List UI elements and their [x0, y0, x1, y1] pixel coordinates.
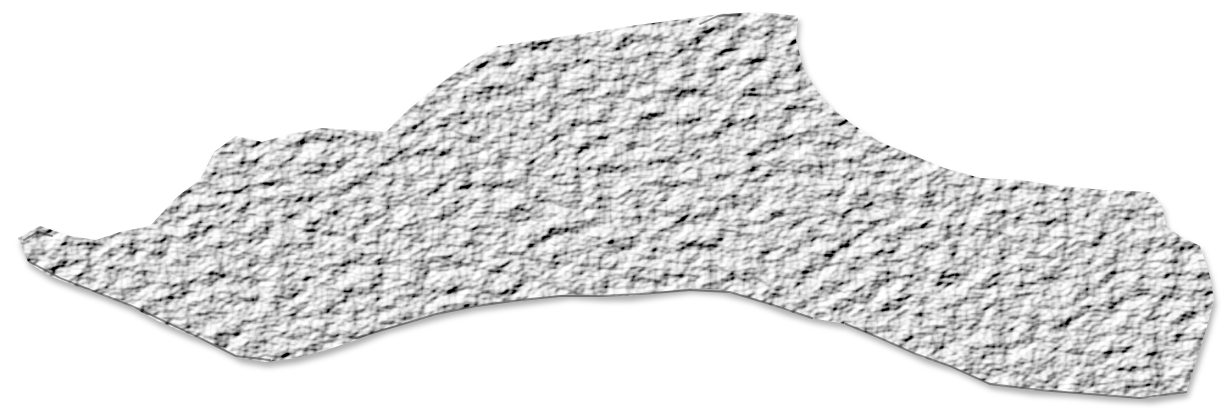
- ridge-south-west: [29, 261, 271, 361]
- ridge-north-notch: [699, 13, 741, 25]
- landmass-relief: [18, 12, 1214, 398]
- relief-ridges: [23, 13, 1187, 400]
- ridge-west-spur: [23, 230, 53, 241]
- ridge-south-east: [845, 323, 1187, 400]
- ridge-south-central: [355, 288, 813, 339]
